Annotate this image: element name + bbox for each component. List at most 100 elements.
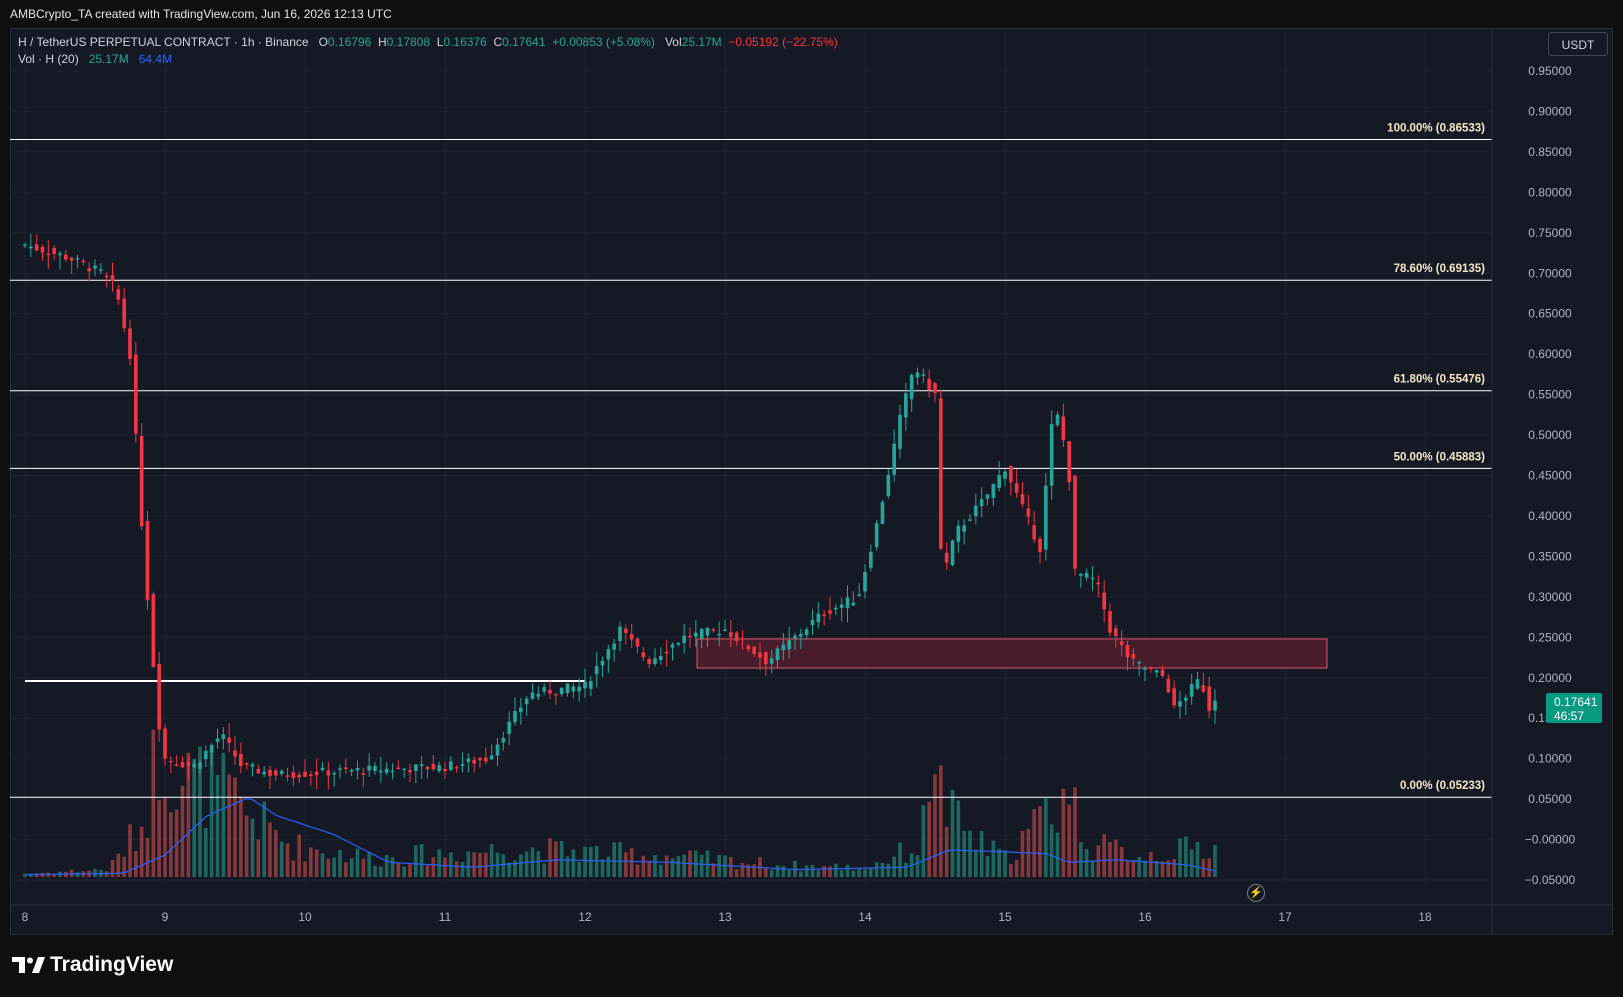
legend-vol-value: 25.17M xyxy=(681,35,722,49)
candle-body xyxy=(1184,697,1188,701)
candle-body xyxy=(303,771,307,777)
volume-bar xyxy=(513,860,517,877)
volume-bar xyxy=(915,855,920,877)
candle-body xyxy=(250,764,255,767)
volume-bar xyxy=(921,805,926,877)
candle-body xyxy=(460,764,465,767)
candle-body xyxy=(64,254,68,260)
volume-bar xyxy=(489,844,494,877)
candles xyxy=(23,233,1217,790)
candle-body xyxy=(46,253,51,256)
y-tick-label: 0.95000 xyxy=(1528,64,1572,78)
candle-body xyxy=(1102,592,1106,610)
candle-body xyxy=(664,651,669,654)
y-tick-label: 0.50000 xyxy=(1528,428,1572,442)
volume-bar xyxy=(904,862,908,877)
volume-bar xyxy=(717,854,721,877)
legend-vol-label: Vol xyxy=(664,35,682,49)
candle-body xyxy=(408,770,412,773)
candle-body xyxy=(507,721,511,735)
volume-bar xyxy=(396,862,401,877)
candle-body xyxy=(869,551,873,568)
candle-body xyxy=(775,648,780,661)
candle-body xyxy=(466,758,471,762)
candle-body xyxy=(851,602,856,606)
candle-body xyxy=(110,275,115,281)
candle-body xyxy=(863,571,867,592)
volume-bar xyxy=(524,851,529,877)
volume-bar xyxy=(1149,851,1153,877)
candle-body xyxy=(314,771,319,776)
x-tick-label: 11 xyxy=(439,910,452,924)
bar-countdown: 46:57 xyxy=(1554,709,1585,723)
volume-bar xyxy=(886,863,891,877)
volume-bar xyxy=(314,849,319,877)
volume-bar xyxy=(554,841,558,877)
candle-body xyxy=(985,494,990,499)
candle-body xyxy=(163,728,167,759)
volume-bar xyxy=(974,849,978,877)
volume-bar xyxy=(734,869,739,877)
currency-button[interactable]: USDT xyxy=(1548,32,1608,56)
volume-bar xyxy=(991,840,996,877)
volume-bar xyxy=(239,796,243,877)
y-axis: 0.95000 0.90000 0.85000 0.80000 0.75000 0.700… xyxy=(1491,29,1576,934)
volume-bar xyxy=(192,759,196,877)
volume-bar xyxy=(128,824,132,877)
candle-body xyxy=(104,275,109,278)
volume-bar xyxy=(1102,834,1106,877)
legend-volume: Vol · H (20) 25.17M 64.4M xyxy=(18,52,172,66)
volume-bar xyxy=(384,855,389,877)
volume-bar xyxy=(1114,839,1118,877)
volume-bar xyxy=(472,852,476,877)
candle-body xyxy=(390,770,395,773)
candle-body xyxy=(227,737,231,743)
volume-bar xyxy=(332,857,336,877)
volume-bar xyxy=(985,855,990,877)
y-tick-label: 0.25000 xyxy=(1528,630,1572,644)
volume-bar xyxy=(804,865,809,877)
candle-body xyxy=(1189,684,1194,697)
lightning-icon[interactable]: ⚡ xyxy=(1247,884,1265,902)
y-tick-label: 0.40000 xyxy=(1528,509,1572,523)
candle-body xyxy=(151,594,156,667)
volume-bar xyxy=(1137,857,1141,877)
volume-bar xyxy=(1014,859,1019,877)
candle-body xyxy=(344,767,348,769)
volume-bar xyxy=(478,852,482,877)
volume-bar xyxy=(1119,846,1124,877)
candle-body xyxy=(1061,416,1066,441)
volume-bar xyxy=(466,851,471,877)
x-tick-label: 8 xyxy=(22,910,29,924)
volume-bar xyxy=(104,871,109,877)
legend-high-label: H xyxy=(377,35,387,49)
x-tick-label: 14 xyxy=(858,910,872,924)
volume-bar xyxy=(787,870,791,877)
candle-body xyxy=(449,761,453,771)
candle-body xyxy=(828,610,832,614)
volume-bar xyxy=(291,860,296,877)
last-price-tag: 0.17641 46:57 xyxy=(1546,693,1602,723)
chart-frame[interactable] xyxy=(10,28,1613,935)
fib-levels: 100.00% (0.86533) 78.60% (0.69135) 61.80% … xyxy=(10,122,1492,798)
candle-body xyxy=(624,628,628,633)
volume-bar xyxy=(944,826,949,877)
candle-body xyxy=(513,710,517,723)
volume-bar xyxy=(950,789,955,877)
volume-bar xyxy=(979,831,984,877)
candle-body xyxy=(536,693,541,697)
volume-bar xyxy=(279,841,284,877)
candle-body xyxy=(361,773,366,775)
volume-bar xyxy=(425,865,430,877)
candle-body xyxy=(174,764,179,766)
volume-bar xyxy=(367,852,371,877)
candle-body xyxy=(641,652,646,658)
candle-body xyxy=(688,635,692,638)
volume-bar xyxy=(151,729,156,877)
x-tick-label: 16 xyxy=(1138,910,1152,924)
supply-zone xyxy=(696,638,1328,669)
candle-body xyxy=(752,646,756,654)
volume-bar xyxy=(198,746,202,877)
y-tick-label: 0.60000 xyxy=(1528,347,1572,361)
